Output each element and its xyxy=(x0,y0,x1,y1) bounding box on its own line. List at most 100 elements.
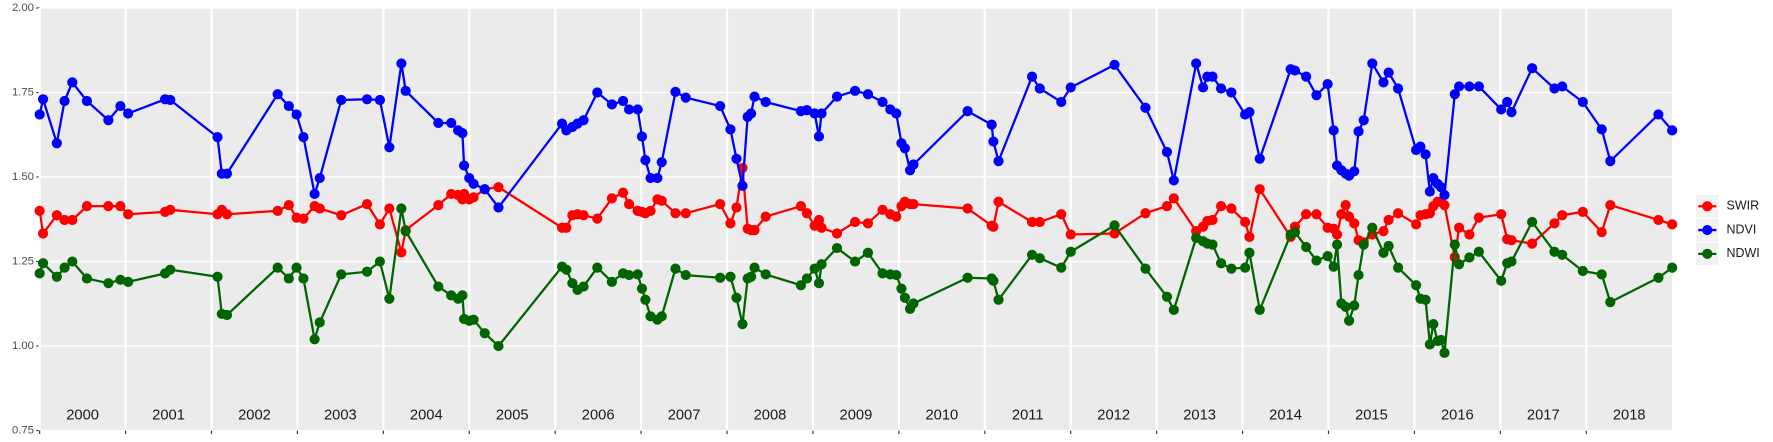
data-point xyxy=(813,278,825,289)
data-point xyxy=(1344,315,1355,326)
data-point xyxy=(813,214,825,226)
year-label: 2002 xyxy=(238,408,271,424)
data-point xyxy=(433,117,444,129)
data-point xyxy=(737,319,748,330)
data-point xyxy=(1349,166,1360,177)
data-point xyxy=(1207,214,1218,226)
data-point xyxy=(1168,175,1179,186)
data-point xyxy=(725,271,736,282)
data-point xyxy=(493,202,504,213)
year-label: 2005 xyxy=(496,408,529,424)
data-point xyxy=(103,278,114,289)
data-point xyxy=(1109,220,1120,231)
data-point xyxy=(632,104,643,115)
data-point xyxy=(37,258,49,269)
y-tick-label: 0.75 xyxy=(12,425,34,437)
data-point xyxy=(468,178,479,189)
data-point xyxy=(1161,201,1173,212)
data-point xyxy=(1349,218,1360,229)
data-point xyxy=(891,108,902,119)
data-point xyxy=(1226,263,1237,274)
data-point xyxy=(749,225,760,236)
data-point xyxy=(1215,258,1227,269)
data-point xyxy=(103,201,114,212)
data-point xyxy=(816,222,827,233)
data-point xyxy=(1502,96,1513,108)
data-point xyxy=(636,131,648,142)
data-point xyxy=(1161,146,1173,158)
data-point xyxy=(1168,304,1179,315)
data-point xyxy=(731,292,742,303)
data-point xyxy=(493,340,504,352)
data-point xyxy=(283,273,294,284)
year-label: 2008 xyxy=(754,408,787,424)
data-point xyxy=(457,127,468,139)
data-point xyxy=(656,157,667,168)
legend-label: NDWI xyxy=(1727,246,1760,260)
data-point xyxy=(715,198,726,210)
data-point xyxy=(1392,83,1404,94)
data-point xyxy=(1653,109,1664,120)
data-point xyxy=(283,200,294,211)
year-label: 2015 xyxy=(1355,408,1388,424)
data-point xyxy=(51,138,62,149)
data-point xyxy=(1065,229,1076,240)
data-point xyxy=(1496,104,1507,115)
data-point xyxy=(361,94,373,105)
data-point xyxy=(291,262,302,273)
data-point xyxy=(1065,246,1076,257)
data-point xyxy=(1358,239,1369,250)
data-point xyxy=(908,198,919,210)
data-point xyxy=(433,281,444,292)
data-point xyxy=(1367,58,1378,69)
data-point xyxy=(1322,251,1333,262)
data-point xyxy=(1109,59,1120,70)
data-point xyxy=(606,99,617,110)
data-point xyxy=(1473,212,1484,223)
data-point xyxy=(384,203,395,214)
data-point xyxy=(640,155,651,166)
data-point xyxy=(396,247,407,258)
data-point xyxy=(1383,67,1394,78)
data-point xyxy=(1240,216,1251,228)
year-label: 2000 xyxy=(66,408,99,424)
legend-point xyxy=(1702,248,1713,259)
data-point xyxy=(645,205,656,216)
data-point xyxy=(1383,240,1394,252)
data-point xyxy=(962,203,973,214)
data-point xyxy=(652,172,663,184)
data-point xyxy=(962,272,973,283)
data-point xyxy=(67,214,78,226)
data-point xyxy=(1207,239,1218,250)
data-point xyxy=(1215,83,1227,94)
data-point xyxy=(617,187,629,198)
data-point xyxy=(1328,125,1339,136)
data-point xyxy=(1056,96,1067,108)
data-point xyxy=(592,262,603,273)
data-point xyxy=(1301,209,1312,220)
data-point xyxy=(165,264,176,275)
data-point xyxy=(1226,87,1237,98)
year-label: 2004 xyxy=(410,408,443,424)
data-point xyxy=(1473,246,1484,257)
data-point xyxy=(1311,209,1322,220)
data-point xyxy=(51,210,62,221)
data-point xyxy=(656,311,667,322)
year-label: 2007 xyxy=(668,408,701,424)
data-point xyxy=(1301,71,1312,82)
data-point xyxy=(749,262,760,273)
data-point xyxy=(623,104,635,115)
data-point xyxy=(1353,126,1364,137)
data-point xyxy=(877,96,888,108)
data-point xyxy=(221,209,233,220)
series-line xyxy=(38,60,1674,210)
data-point xyxy=(578,281,589,292)
data-point xyxy=(459,160,470,171)
data-point xyxy=(1596,227,1607,238)
data-point xyxy=(760,269,771,280)
data-point xyxy=(592,87,603,98)
data-point xyxy=(1065,82,1076,93)
data-point xyxy=(891,211,902,222)
data-point xyxy=(1311,90,1322,101)
data-point xyxy=(1197,82,1209,93)
